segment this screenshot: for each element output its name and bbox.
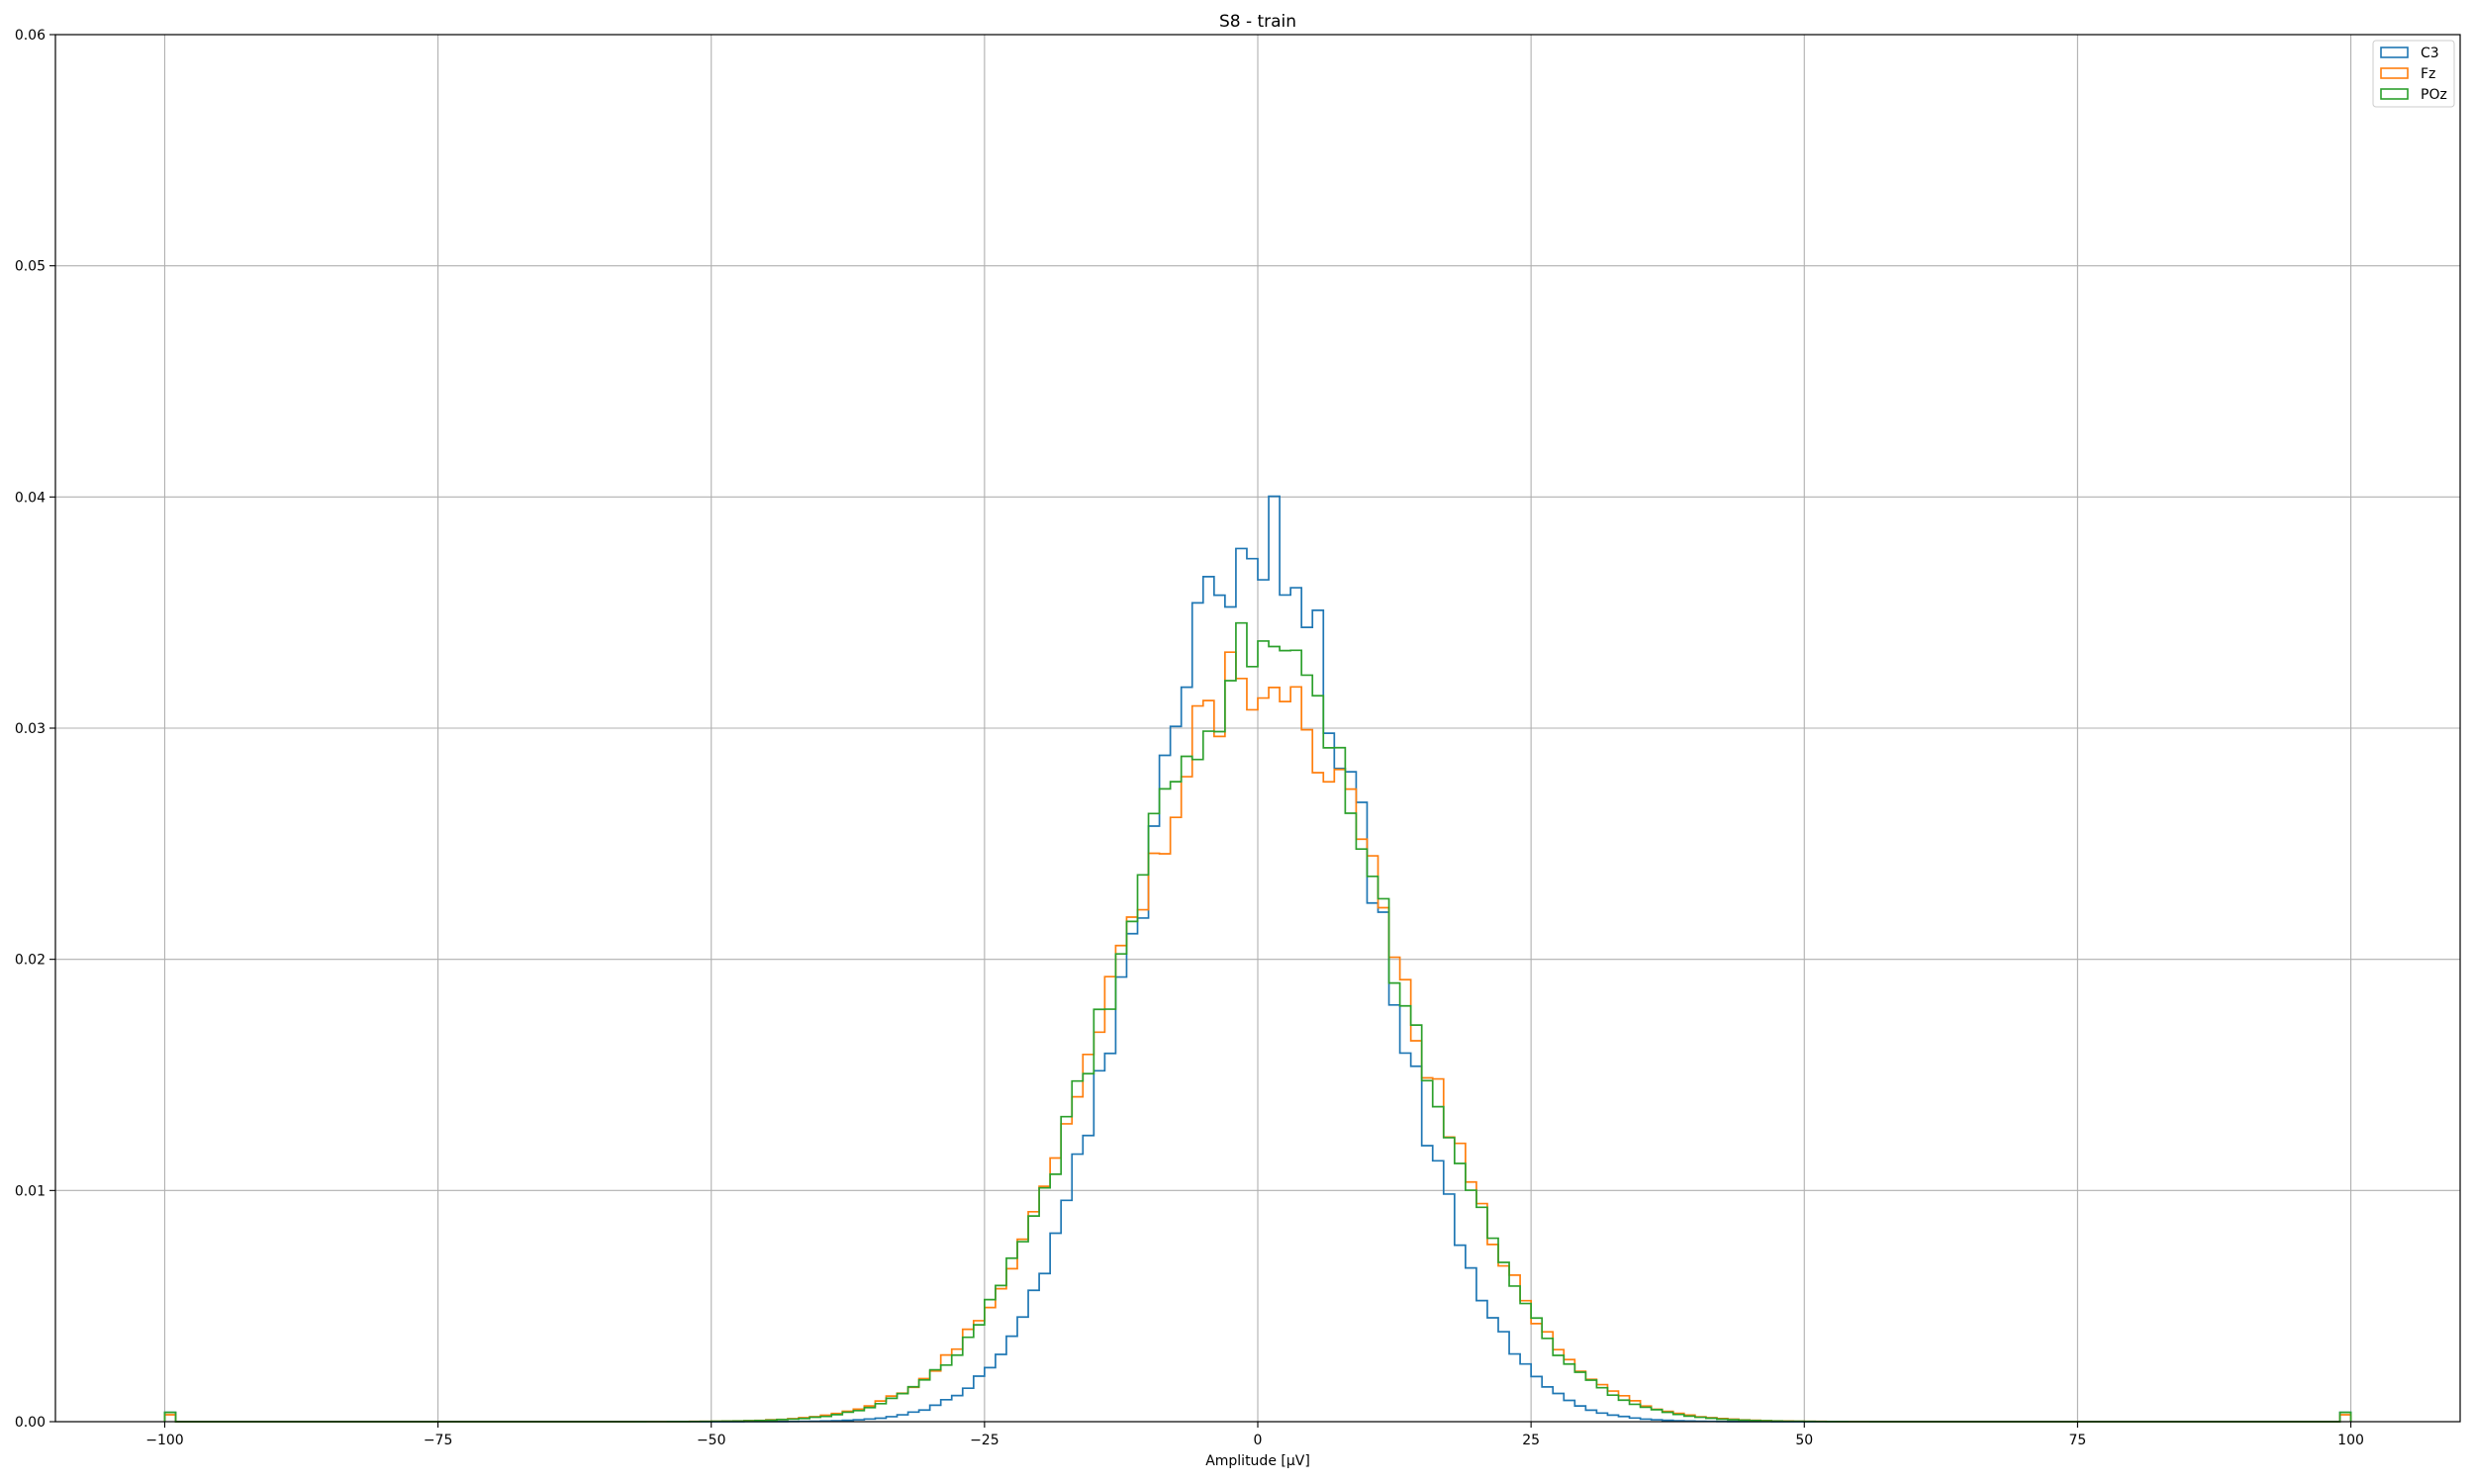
y-tick-label: 0.01 xyxy=(15,1183,46,1199)
y-tick-label: 0.06 xyxy=(15,28,46,44)
legend-label-fz: Fz xyxy=(2421,66,2435,82)
x-tick-label: 75 xyxy=(2068,1433,2086,1448)
x-tick-label: 0 xyxy=(1254,1433,1263,1448)
x-tick-label: −75 xyxy=(424,1433,453,1448)
y-tick-label: 0.02 xyxy=(15,953,46,969)
y-tick-label: 0.04 xyxy=(15,490,46,506)
x-axis-label: Amplitude [μV] xyxy=(1205,1453,1310,1469)
y-tick-label: 0.03 xyxy=(15,721,46,737)
legend: C3 Fz POz xyxy=(2373,41,2454,107)
legend-label-c3: C3 xyxy=(2421,46,2439,61)
legend-label-poz: POz xyxy=(2421,87,2447,103)
y-tick-label: 0.05 xyxy=(15,259,46,275)
x-tick-label: 25 xyxy=(1522,1433,1540,1448)
chart-title: S8 - train xyxy=(1219,12,1296,32)
x-tick-label: 100 xyxy=(2337,1433,2364,1448)
x-tick-label: −50 xyxy=(697,1433,726,1448)
x-tick-label: 50 xyxy=(1795,1433,1813,1448)
y-tick-label: 0.00 xyxy=(15,1415,46,1431)
x-tick-label: −100 xyxy=(145,1433,183,1448)
x-tick-label: −25 xyxy=(970,1433,999,1448)
